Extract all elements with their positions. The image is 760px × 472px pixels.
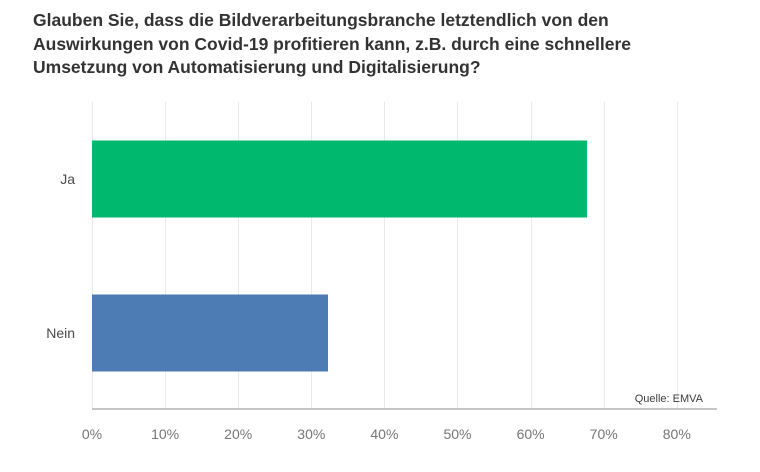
gridline	[457, 102, 459, 408]
x-tick-label: 30%	[297, 426, 326, 442]
category-label: Nein	[46, 325, 75, 341]
x-tick-label: 10%	[151, 426, 180, 442]
plot-area: Ja Nein Quelle: EMVA	[46, 102, 717, 410]
gridline	[530, 102, 532, 408]
x-tick-label: 20%	[224, 426, 253, 442]
gridline	[165, 102, 167, 408]
x-axis: 0% 10% 20% 30% 40% 50% 60% 70% 80%	[82, 426, 717, 448]
source-label: Quelle: EMVA	[634, 393, 703, 405]
gridline	[384, 102, 386, 408]
x-tick-label: 70%	[589, 426, 618, 442]
x-tick-label: 60%	[516, 426, 545, 442]
bar-row: Nein	[46, 256, 717, 410]
gridline	[603, 102, 605, 408]
chart-title-line: Auswirkungen von Covid-19 profitieren ka…	[33, 33, 632, 54]
gridline	[676, 102, 678, 408]
chart-title-line: Glauben Sie, dass die Bildverarbeitungsb…	[33, 10, 609, 30]
bar-ja	[92, 140, 587, 218]
chart-title-line: Umsetzung von Automatisierung und Digita…	[33, 57, 481, 77]
x-tick-label: 40%	[370, 426, 399, 442]
x-tick-label: 0%	[81, 426, 103, 442]
chart-title: Glauben Sie, dass die Bildverarbeitungsb…	[33, 9, 631, 80]
x-tick-label: 80%	[662, 426, 691, 442]
x-tick-label: 50%	[443, 426, 472, 442]
gridline	[238, 102, 240, 408]
category-label: Ja	[60, 171, 75, 187]
gridline	[92, 102, 93, 408]
bar-nein	[92, 294, 329, 372]
bar-row: Ja	[60, 102, 717, 256]
gridline	[311, 102, 313, 408]
